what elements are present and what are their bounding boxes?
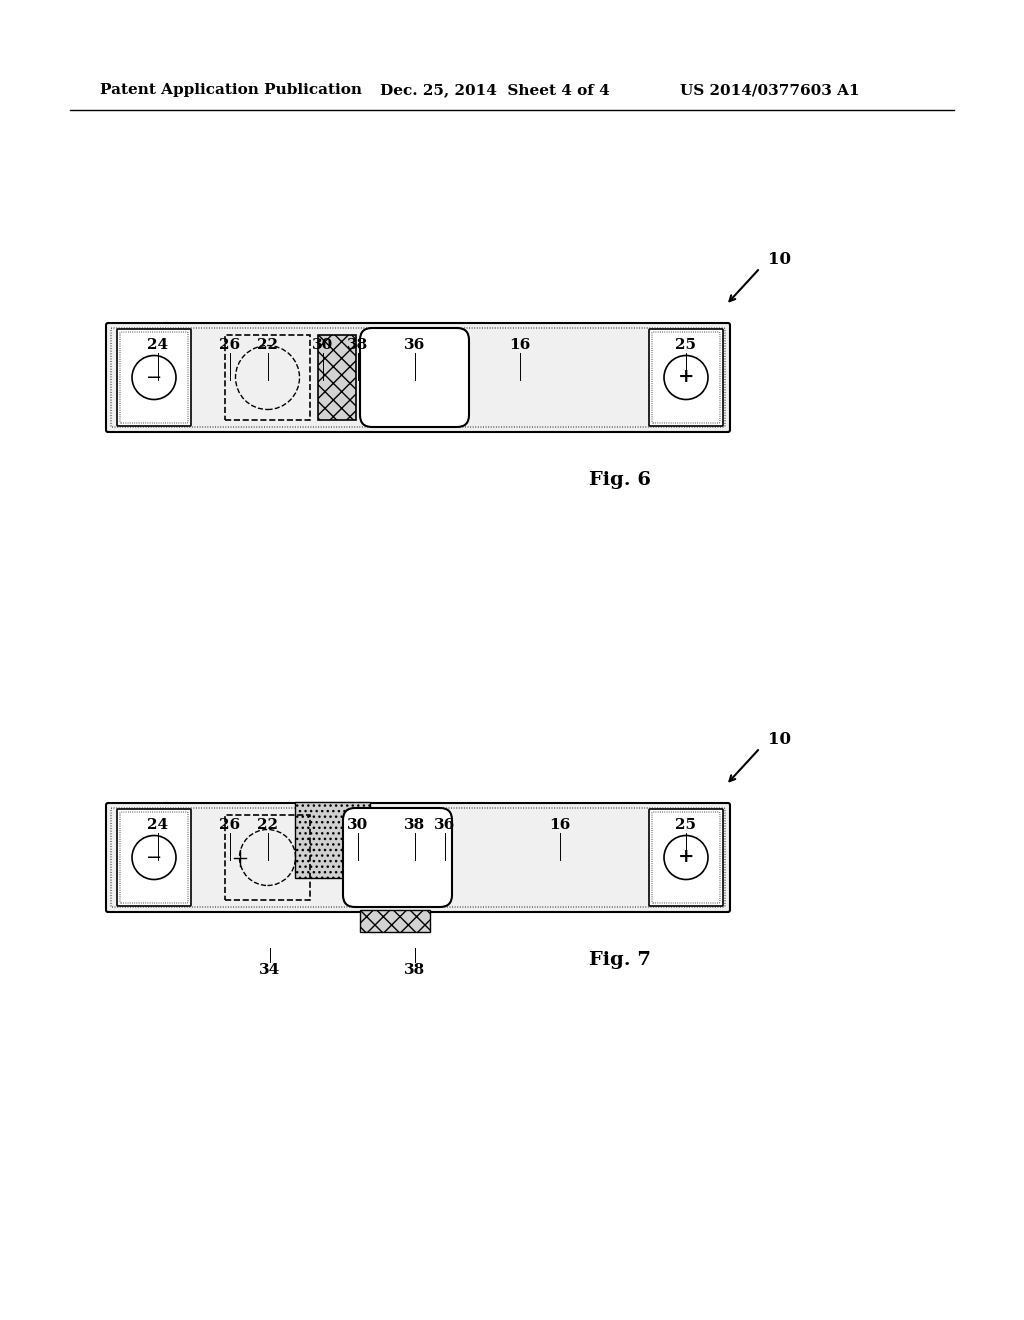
- Text: 30: 30: [347, 818, 369, 832]
- Text: +: +: [678, 849, 694, 866]
- Text: Fig. 6: Fig. 6: [589, 471, 651, 488]
- Text: 36: 36: [434, 818, 456, 832]
- Bar: [360, 909, 430, 932]
- Text: +: +: [678, 368, 694, 387]
- FancyBboxPatch shape: [117, 329, 191, 426]
- Bar: [360, 855, 430, 878]
- Text: 16: 16: [549, 818, 570, 832]
- FancyBboxPatch shape: [649, 329, 723, 426]
- Text: 36: 36: [404, 338, 426, 352]
- Text: 22: 22: [257, 338, 279, 352]
- Text: 38: 38: [404, 818, 426, 832]
- Text: 10: 10: [768, 731, 791, 748]
- Text: US 2014/0377603 A1: US 2014/0377603 A1: [680, 83, 859, 96]
- Text: 10: 10: [768, 252, 791, 268]
- FancyBboxPatch shape: [649, 809, 723, 906]
- FancyBboxPatch shape: [343, 808, 452, 907]
- Text: −: −: [145, 368, 162, 387]
- Text: 26: 26: [219, 338, 241, 352]
- Text: 24: 24: [147, 818, 169, 832]
- FancyBboxPatch shape: [106, 803, 730, 912]
- FancyBboxPatch shape: [106, 323, 730, 432]
- Bar: [318, 335, 356, 420]
- Bar: [295, 803, 370, 878]
- Text: 25: 25: [676, 818, 696, 832]
- Text: 16: 16: [509, 338, 530, 352]
- Text: 26: 26: [219, 818, 241, 832]
- Text: 34: 34: [259, 964, 281, 977]
- Text: Patent Application Publication: Patent Application Publication: [100, 83, 362, 96]
- Text: 38: 38: [347, 338, 369, 352]
- Text: −: −: [145, 849, 162, 866]
- Text: 38: 38: [404, 964, 426, 977]
- Text: 22: 22: [257, 818, 279, 832]
- Text: 25: 25: [676, 338, 696, 352]
- FancyBboxPatch shape: [117, 809, 191, 906]
- FancyBboxPatch shape: [360, 327, 469, 426]
- Text: 30: 30: [312, 338, 334, 352]
- Text: Dec. 25, 2014  Sheet 4 of 4: Dec. 25, 2014 Sheet 4 of 4: [380, 83, 609, 96]
- Text: Fig. 7: Fig. 7: [589, 950, 651, 969]
- Text: 24: 24: [147, 338, 169, 352]
